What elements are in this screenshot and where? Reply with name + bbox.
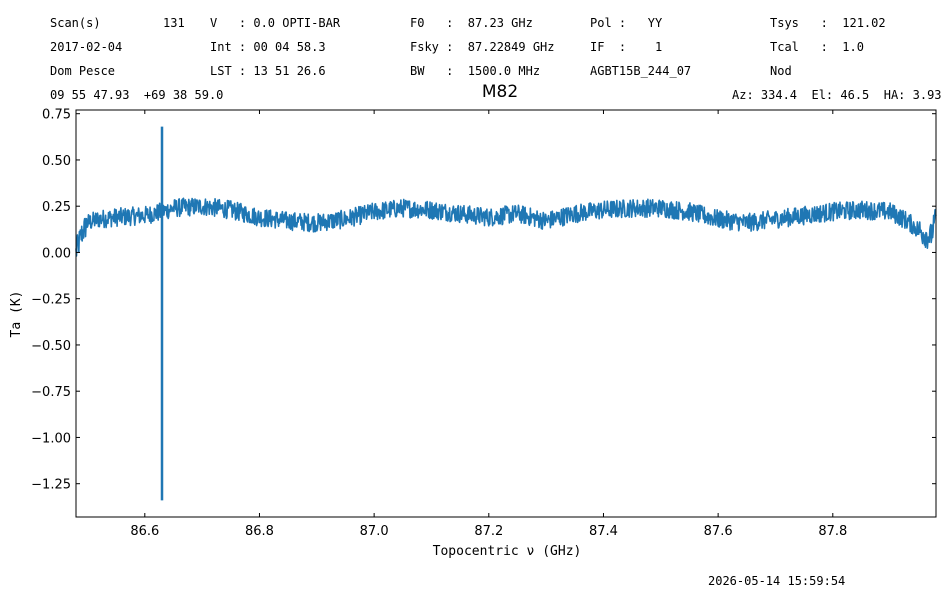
y-tick-label: 0.00 — [42, 246, 71, 261]
sky-frequency: Fsky : 87.22849 GHz — [410, 40, 555, 54]
if-number: IF : 1 — [590, 40, 663, 54]
x-tick-label: 87.0 — [360, 524, 389, 539]
integration-time: Int : 00 04 58.3 — [210, 40, 326, 54]
y-tick-label: 0.75 — [42, 108, 71, 123]
chart-title: M82 — [481, 82, 519, 102]
scan-label: Scan(s) — [50, 16, 101, 30]
y-tick-label: −1.00 — [31, 431, 71, 446]
spectrum-line — [75, 197, 937, 257]
system-temperature: Tsys : 121.02 — [770, 16, 886, 30]
x-tick-label: 87.2 — [474, 524, 503, 539]
procedure-name: Nod — [770, 64, 792, 78]
observer-name: Dom Pesce — [50, 64, 116, 78]
source-coordinates: 09 55 47.93 +69 38 59.0 — [50, 88, 224, 102]
bandwidth: BW : 1500.0 MHz — [410, 64, 541, 78]
observation-date: 2017-02-04 — [50, 40, 123, 54]
x-tick-label: 87.4 — [589, 524, 618, 539]
polarization: Pol : YY — [590, 16, 663, 30]
x-tick-label: 86.8 — [245, 524, 274, 539]
x-axis-label: Topocentric ν (GHz) — [433, 544, 582, 559]
velocity-info: V : 0.0 OPTI-BAR — [210, 16, 341, 30]
x-tick-label: 86.6 — [130, 524, 159, 539]
y-tick-label: −0.50 — [31, 339, 71, 354]
y-tick-label: −0.75 — [31, 385, 71, 400]
generated-timestamp: 2026-05-14 15:59:54 — [708, 574, 846, 588]
y-tick-label: 0.25 — [42, 200, 71, 215]
rest-frequency: F0 : 87.23 GHz — [410, 16, 533, 30]
project-id: AGBT15B_244_07 — [590, 64, 692, 78]
lst-info: LST : 13 51 26.6 — [210, 64, 326, 78]
y-tick-label: −1.25 — [31, 478, 71, 493]
x-tick-label: 87.6 — [704, 524, 733, 539]
scan-number: 131 — [163, 16, 185, 30]
y-tick-label: −0.25 — [31, 293, 71, 308]
calibration-temperature: Tcal : 1.0 — [770, 40, 864, 54]
y-axis-label: Ta (K) — [9, 291, 24, 338]
az-el-ha-info: Az: 334.4 El: 46.5 HA: 3.93 — [732, 88, 942, 102]
y-tick-label: 0.50 — [42, 154, 71, 169]
plot-frame — [75, 109, 937, 518]
x-tick-label: 87.8 — [818, 524, 847, 539]
